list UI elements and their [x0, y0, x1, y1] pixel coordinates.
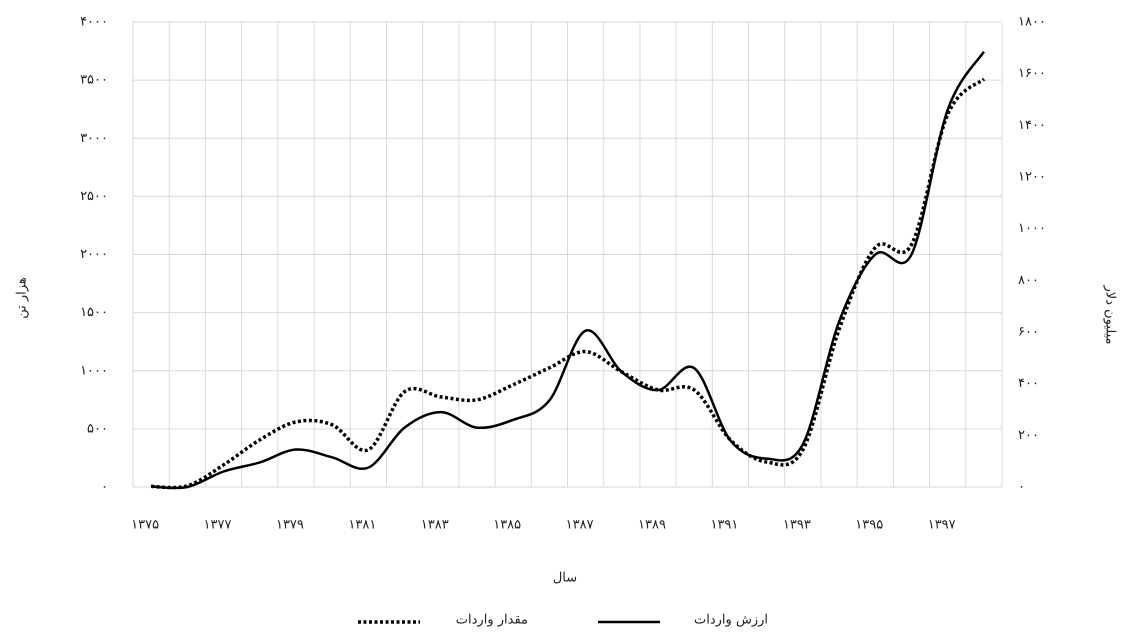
y2-axis-title: میلیون دلار [1103, 285, 1118, 345]
x-tick-label: ۱۳۸۹ [638, 518, 666, 533]
y2-tick-label: ۱۴۰۰ [1018, 118, 1046, 133]
y2-tick-label: ۸۰۰ [1018, 273, 1039, 288]
x-tick-label: ۱۳۹۵ [855, 518, 883, 533]
legend-label: مقدار واردات [456, 613, 528, 628]
y-tick-label: ۳۵۰۰ [80, 73, 108, 88]
x-tick-label: ۱۳۹۱ [710, 518, 738, 533]
y2-tick-label: ۶۰۰ [1018, 325, 1039, 340]
y2-tick-label: ۱۲۰۰ [1018, 170, 1046, 185]
x-tick-label: ۱۳۸۵ [493, 518, 521, 533]
y-tick-label: ۱۰۰۰ [80, 363, 108, 378]
y2-tick-label: ۱۶۰۰ [1018, 66, 1046, 81]
y2-tick-label: ۰ [1018, 480, 1025, 495]
y2-tick-label: ۱۸۰۰ [1018, 15, 1046, 30]
y-axis-title: هزار تن [15, 277, 30, 319]
y-tick-label: ۰ [101, 480, 108, 495]
y2-tick-label: ۴۰۰ [1018, 376, 1039, 391]
x-tick-label: ۱۳۹۷ [928, 518, 956, 533]
x-tick-label: ۱۳۹۳ [783, 518, 811, 533]
x-tick-label: ۱۳۷۷ [204, 518, 232, 533]
x-tick-label: ۱۳۷۵ [131, 518, 159, 533]
y-tick-label: ۳۰۰۰ [80, 131, 108, 146]
y2-tick-label: ۱۰۰۰ [1018, 221, 1046, 236]
y2-tick-label: ۲۰۰ [1018, 428, 1039, 443]
y-tick-label: ۴۰۰۰ [80, 15, 108, 30]
y-tick-label: ۲۵۰۰ [80, 189, 108, 204]
y-tick-label: ۱۵۰۰ [80, 305, 108, 320]
y-tick-label: ۵۰۰ [87, 421, 108, 436]
line-series [151, 51, 985, 490]
legend-label: ارزش واردات [694, 613, 768, 628]
x-tick-label: ۱۳۷۹ [276, 518, 304, 533]
x-axis-title: سال [553, 571, 577, 586]
x-tick-label: ۱۳۸۷ [566, 518, 594, 533]
x-tick-label: ۱۳۸۱ [348, 518, 376, 533]
x-tick-label: ۱۳۸۳ [421, 518, 449, 533]
y-tick-label: ۲۰۰۰ [80, 247, 108, 262]
